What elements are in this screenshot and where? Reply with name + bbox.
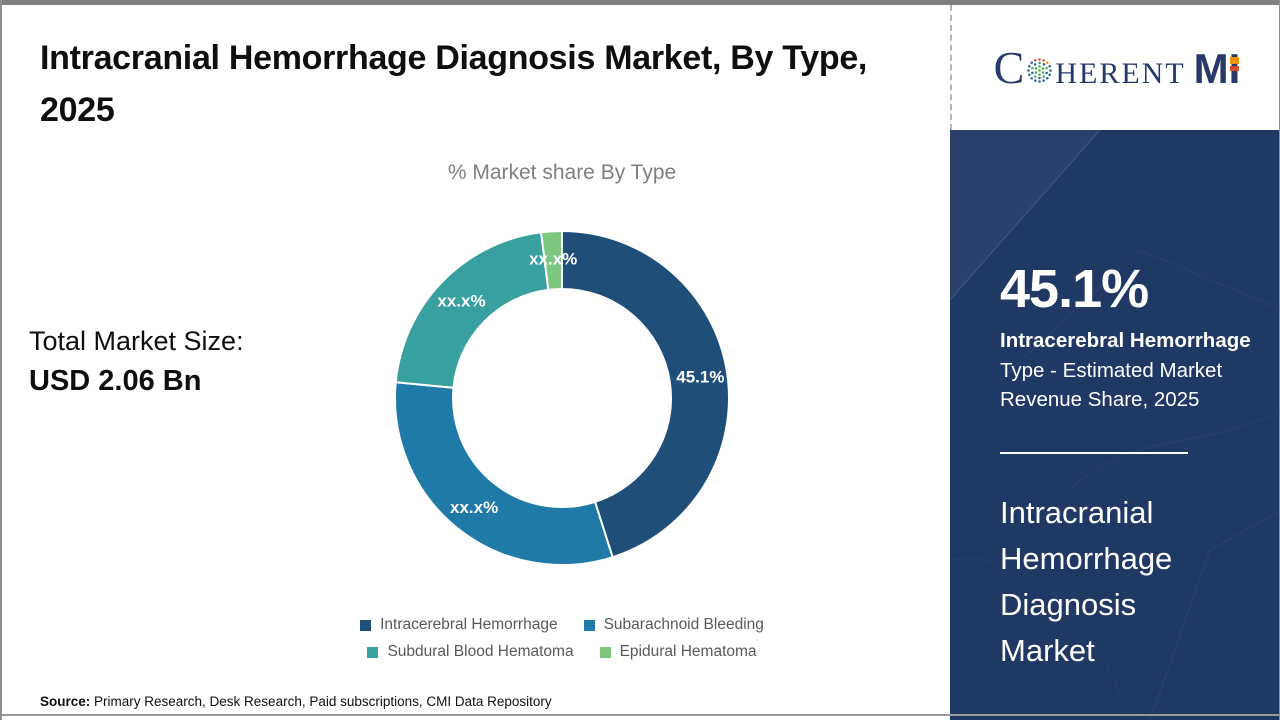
source-label: Source:: [40, 694, 91, 709]
page-title: Intracranial Hemorrhage Diagnosis Market…: [40, 39, 868, 129]
globe-dot: [1042, 71, 1045, 74]
legend-item: Intracerebral Hemorrhage: [360, 616, 558, 634]
donut-segment-1: [394, 381, 614, 566]
legend-swatch: [367, 646, 379, 658]
globe-dot: [1042, 67, 1045, 70]
source-text: Primary Research, Desk Research, Paid su…: [90, 694, 552, 709]
legend-label: Subarachnoid Bleeding: [603, 616, 764, 633]
globe-dot: [1030, 61, 1034, 64]
panel-market-title: Intracranial Hemorrhage Diagnosis Market: [1000, 495, 1173, 668]
globe-dot: [1031, 71, 1034, 75]
panel-divider-line: [1000, 452, 1188, 454]
legend-swatch: [599, 646, 611, 658]
globe-dot: [1038, 61, 1042, 65]
highlight-panel: 45.1% Intracerebral Hemorrhage Type - Es…: [950, 130, 1279, 720]
chart-title: % Market share By Type: [447, 161, 677, 184]
donut-segment-label-2: xx.x%: [437, 292, 485, 311]
bottom-border-line: [2, 714, 1279, 716]
panel-stat-segment-rest: Type - Estimated Market Revenue Share, 2…: [1000, 358, 1223, 412]
globe-dot: [1038, 76, 1042, 80]
dotted-globe-icon: [1027, 58, 1053, 83]
globe-dot: [1043, 75, 1046, 78]
legend-label: Intracerebral Hemorrhage: [380, 616, 558, 633]
top-border-bar: [2, 0, 1279, 5]
legend-row: Intracerebral Hemorrhage Subarachnoid Ble…: [360, 616, 764, 634]
chart-legend: Intracerebral Hemorrhage Subarachnoid Ble…: [252, 616, 872, 661]
globe-dot: [1034, 79, 1037, 82]
globe-dot: [1038, 65, 1042, 68]
legend-row: Subdural Blood Hematoma Epidural Hematoma: [367, 643, 757, 661]
donut-segment-label-1: xx.x%: [450, 498, 498, 517]
donut-segment-3: [539, 229, 563, 291]
globe-dot: [1030, 77, 1034, 80]
globe-dot: [1027, 69, 1031, 72]
globe-dot: [1045, 66, 1049, 70]
legend-label: Subdural Blood Hematoma: [387, 643, 574, 660]
legend-item: Epidural Hematoma: [599, 643, 757, 661]
legend-item: Subdural Blood Hematoma: [367, 643, 574, 661]
globe-dot: [1038, 58, 1042, 61]
globe-dot: [1035, 71, 1038, 74]
total-market-size-value: USD 2.06 Bn: [29, 365, 202, 397]
logo-letter-i: I: [1228, 44, 1241, 92]
globe-dot: [1034, 59, 1037, 62]
globe-dot: [1028, 65, 1031, 68]
globe-dot: [1048, 65, 1052, 68]
panel-stat-value: 45.1%: [1000, 259, 1149, 319]
panel-stat-description: Intracerebral Hemorrhage Type - Estimate…: [1000, 326, 1268, 415]
logo-area: C HERENT M I: [950, 5, 1279, 130]
logo-letter-m: M: [1193, 44, 1229, 92]
globe-dot: [1034, 75, 1037, 78]
source-note: Source: Primary Research, Desk Research,…: [40, 694, 552, 709]
legend-swatch: [583, 619, 595, 631]
globe-dot: [1048, 73, 1052, 76]
globe-dot: [1035, 67, 1038, 70]
logo-letter-c: C: [993, 41, 1025, 93]
donut-chart: 45.1% xx.x% xx.x% xx.x%: [394, 229, 730, 566]
donut-segment-label-3: xx.x%: [529, 249, 577, 268]
coherent-mi-logo: C HERENT M I: [993, 41, 1241, 93]
legend-swatch: [360, 619, 372, 631]
map-background-graphic: [950, 130, 1279, 720]
globe-dot: [1038, 69, 1042, 72]
donut-segment-0: [561, 229, 730, 559]
legend-label: Epidural Hematoma: [619, 643, 757, 660]
globe-dot: [1042, 59, 1046, 62]
globe-dot: [1046, 61, 1049, 64]
globe-dot: [1038, 80, 1042, 83]
total-market-size-block: Total Market Size: USD 2.06 Bn: [29, 326, 244, 398]
globe-dot: [1034, 63, 1037, 66]
globe-dot: [1031, 66, 1034, 70]
donut-segment-label-0: 45.1%: [676, 368, 724, 387]
globe-dot: [1045, 71, 1049, 75]
globe-dot: [1049, 69, 1053, 72]
logo-letters-herent: HERENT: [1055, 56, 1186, 90]
total-market-size-label: Total Market Size:: [29, 326, 244, 356]
globe-dot: [1042, 79, 1046, 82]
globe-dot: [1043, 63, 1046, 66]
legend-item: Subarachnoid Bleeding: [583, 616, 764, 634]
panel-stat-segment-name: Intracerebral Hemorrhage: [1000, 329, 1251, 352]
globe-dot: [1046, 77, 1049, 80]
globe-dot: [1028, 73, 1031, 76]
globe-dot: [1038, 73, 1042, 76]
